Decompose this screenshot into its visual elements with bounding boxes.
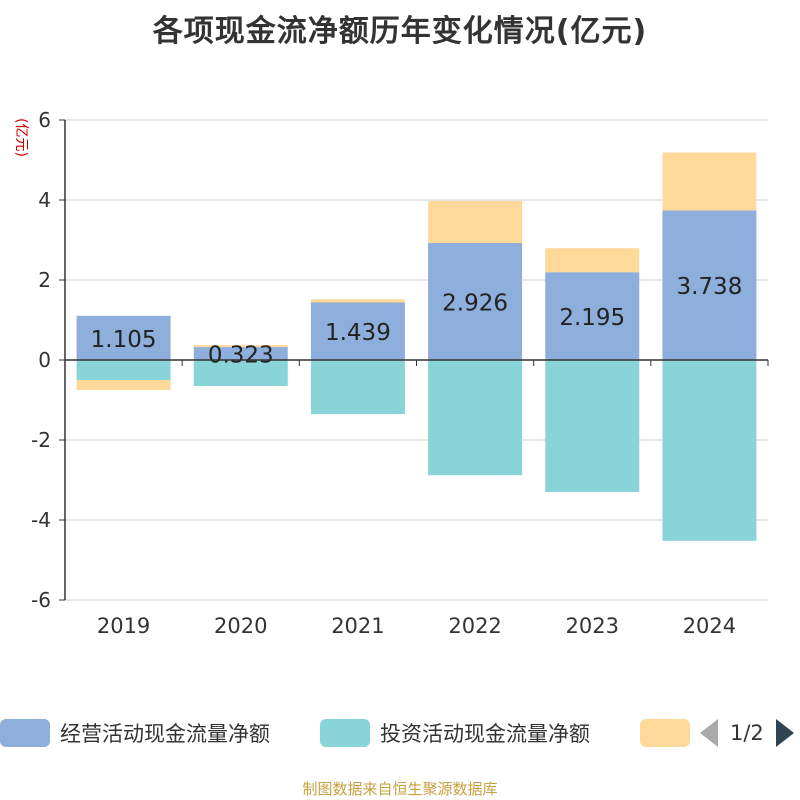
legend-swatch-financing: [640, 719, 690, 747]
legend-item-financing[interactable]: [640, 718, 690, 748]
y-tick-label: -6: [31, 588, 51, 612]
legend-next-page-icon[interactable]: [775, 719, 794, 747]
chart-title: 各项现金流净额历年变化情况(亿元): [152, 14, 648, 49]
x-tick-label: 2021: [331, 614, 384, 638]
bar-data-label: 2.195: [559, 305, 625, 331]
legend-swatch-operating: [0, 719, 50, 747]
x-tick-label: 2022: [448, 614, 501, 638]
bar-operating: [545, 272, 640, 360]
bar-operating: [193, 347, 288, 360]
bar-financing: [310, 299, 405, 303]
bar-investing: [76, 360, 171, 380]
bar-investing: [310, 360, 405, 414]
bar-operating: [662, 210, 757, 360]
stacked-bar-chart: 6 4 2 0 -2 -4 -6 1.105 2019 0.323 2020 1.439 2021 2.9…: [31, 108, 769, 638]
bar-operating: [310, 302, 405, 360]
legend-page-indicator: 1/2: [730, 721, 764, 745]
bar-financing: [545, 248, 640, 273]
bar-data-label: 1.105: [91, 327, 157, 353]
bar-data-label: 3.738: [676, 274, 742, 300]
y-tick-label: -4: [31, 508, 51, 532]
legend-item-investing[interactable]: 投资活动现金流量净额: [320, 718, 590, 748]
legend-pager: 1/2: [700, 718, 794, 748]
bar-investing: [428, 360, 523, 476]
legend: 经营活动现金流量净额 投资活动现金流量净额 1/2: [0, 714, 800, 754]
y-tick-label: -2: [31, 428, 51, 452]
legend-label-investing: 投资活动现金流量净额: [380, 722, 590, 746]
legend-label-operating: 经营活动现金流量净额: [60, 722, 270, 746]
x-tick-label: 2024: [683, 614, 736, 638]
bar-financing: [662, 152, 757, 211]
bar-financing: [193, 345, 288, 348]
bar-investing: [545, 360, 640, 492]
y-tick-label: 6: [38, 108, 51, 132]
bar-financing: [428, 200, 523, 243]
bar-data-label: 0.323: [208, 343, 274, 369]
y-tick-label: 0: [38, 348, 51, 372]
bar-investing: [662, 360, 757, 541]
legend-swatch-investing: [320, 719, 370, 747]
bar-operating: [428, 242, 523, 360]
legend-prev-page-icon[interactable]: [700, 719, 718, 747]
y-tick-label: 4: [38, 188, 51, 212]
data-source-note: 制图数据来自恒生聚源数据库: [302, 780, 498, 798]
bar-data-label: 2.926: [442, 290, 508, 316]
bar-investing: [193, 360, 288, 386]
bar-financing: [76, 380, 171, 390]
x-tick-label: 2019: [97, 614, 150, 638]
y-tick-label: 2: [38, 268, 51, 292]
bar-data-label: 1.439: [325, 320, 391, 346]
legend-item-operating[interactable]: 经营活动现金流量净额: [0, 718, 270, 748]
bar-operating: [76, 315, 171, 360]
x-tick-label: 2023: [566, 614, 619, 638]
x-tick-label: 2020: [214, 614, 267, 638]
